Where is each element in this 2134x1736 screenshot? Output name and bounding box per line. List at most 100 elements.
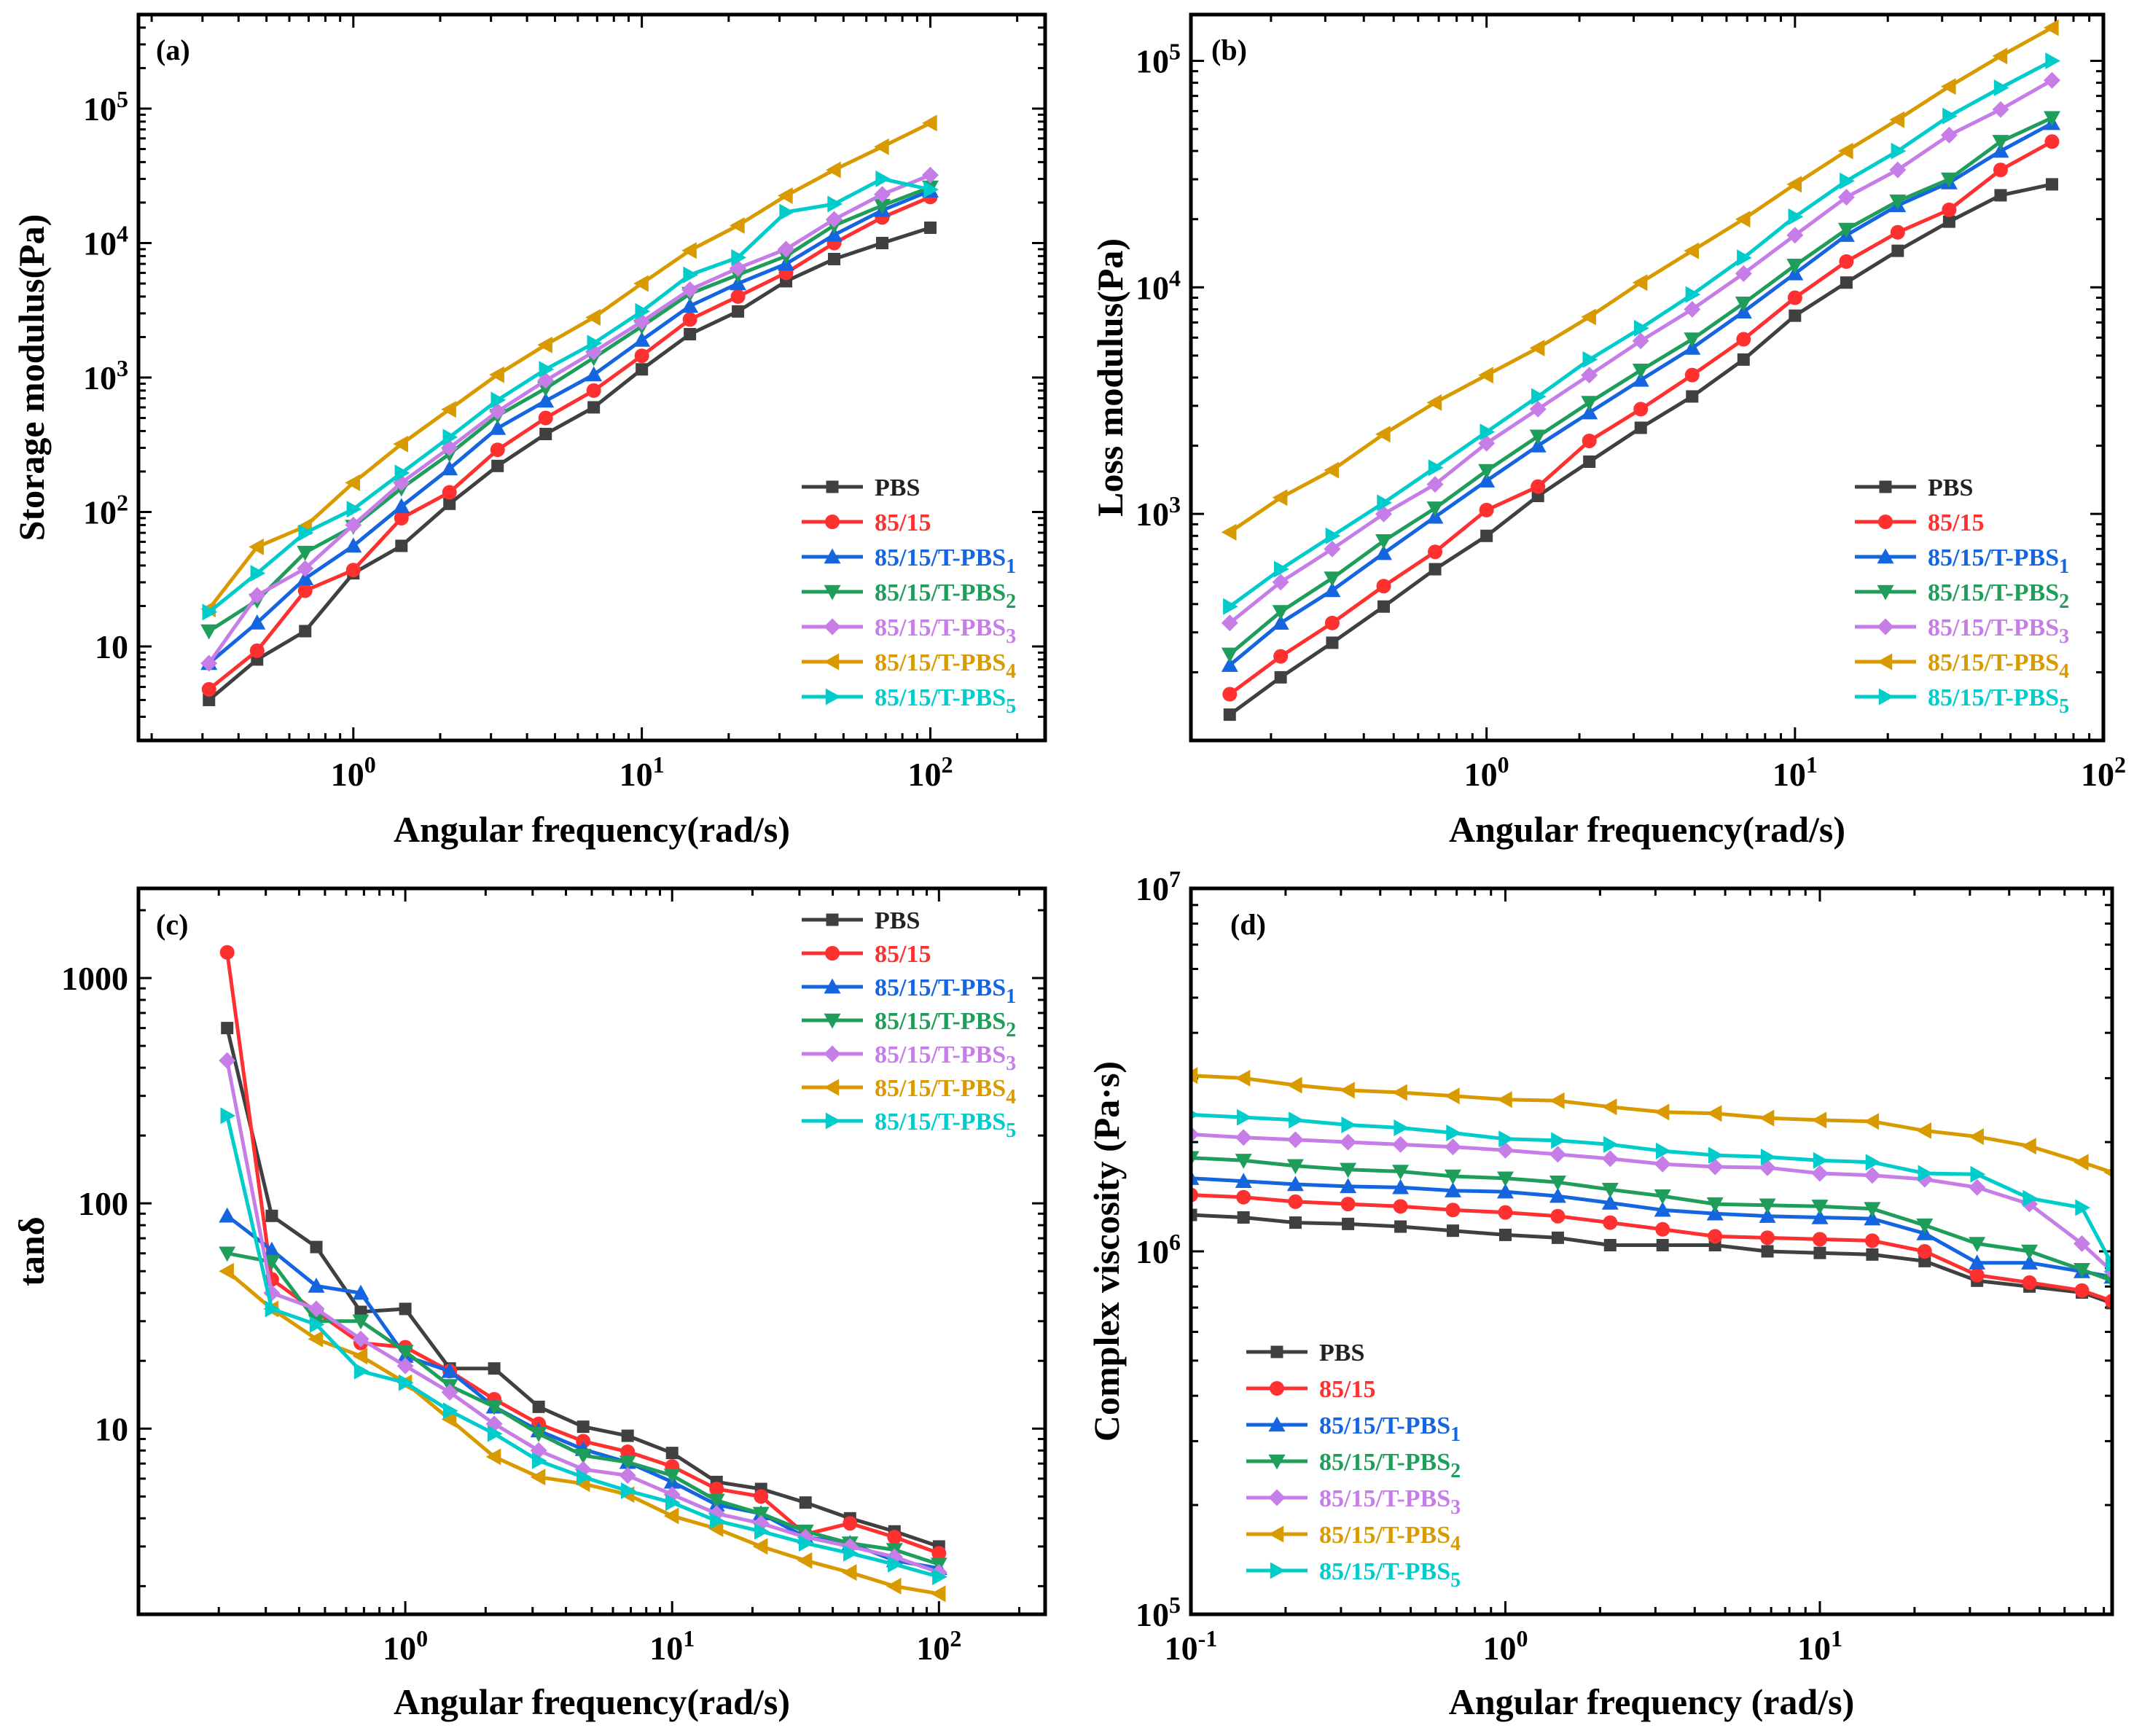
data-point	[1235, 1129, 1252, 1146]
data-point	[345, 563, 361, 578]
data-point	[1549, 1092, 1565, 1109]
data-point	[1581, 367, 1598, 384]
y-tick-label: 105	[1136, 38, 1181, 79]
x-tick-label: 102	[2081, 751, 2126, 793]
data-point	[826, 226, 843, 242]
data-point	[1582, 351, 1598, 368]
data-point	[2044, 134, 2060, 149]
data-point	[1737, 249, 1752, 267]
data-point	[778, 241, 794, 258]
data-point	[922, 166, 939, 184]
data-point	[1377, 600, 1391, 613]
data-point	[1684, 367, 1700, 383]
data-point	[1942, 202, 1957, 217]
data-point	[1498, 1205, 1513, 1220]
data-point	[1916, 1122, 1931, 1139]
legend-label: PBS	[1319, 1340, 1364, 1366]
data-point	[754, 1522, 770, 1540]
data-point	[633, 275, 649, 292]
data-point	[1272, 574, 1289, 591]
data-point	[585, 309, 601, 326]
data-point	[682, 312, 697, 327]
data-point	[352, 1284, 370, 1300]
data-point	[1992, 101, 2009, 118]
data-point	[221, 1022, 234, 1035]
data-point	[663, 1469, 681, 1484]
data-point	[1812, 1232, 1827, 1247]
panel-label: (c)	[156, 908, 188, 941]
data-point	[1392, 1135, 1410, 1153]
data-point	[710, 1512, 725, 1530]
data-point	[754, 1489, 769, 1504]
data-point	[874, 198, 891, 214]
data-point	[2075, 1199, 2090, 1216]
data-point	[353, 1362, 370, 1380]
data-point	[1865, 1154, 1881, 1171]
data-point	[1837, 189, 1855, 206]
data-point	[2074, 1283, 2090, 1298]
x-tick-label: 101	[649, 1625, 695, 1667]
data-point	[1992, 47, 2008, 65]
data-point	[219, 1246, 236, 1262]
data-point	[1993, 79, 2009, 96]
legend-label: PBS	[875, 907, 920, 934]
y-axis-title: tanδ	[11, 1216, 52, 1286]
legend-label: 85/15/T-PBS3	[875, 1041, 1016, 1075]
data-point	[263, 1241, 281, 1257]
data-point	[539, 361, 555, 378]
data-point	[1583, 455, 1596, 469]
legend-swatch-marker	[1879, 480, 1892, 493]
data-point	[1191, 1126, 1200, 1143]
data-point	[263, 1255, 281, 1270]
data-point	[633, 332, 651, 347]
data-point	[1706, 1205, 1724, 1221]
data-point	[683, 266, 699, 284]
legend-swatch-marker	[825, 515, 840, 529]
data-point	[752, 1538, 768, 1555]
plot-frame	[1189, 12, 2106, 743]
y-axis-title: Storage modulus(Pa)	[11, 214, 52, 541]
data-point	[1786, 227, 1804, 244]
data-point	[396, 1357, 414, 1375]
legend-swatch-marker	[1270, 1381, 1284, 1396]
panel-c: 100 101 102 10 100 1000 Angular frequency(rad/…	[11, 886, 1047, 1722]
data-point	[1890, 224, 1905, 240]
data-point	[1760, 1230, 1775, 1246]
data-point	[491, 459, 504, 472]
data-point	[1340, 1178, 1357, 1194]
series-line-6	[208, 176, 931, 614]
data-point	[1632, 364, 1649, 379]
x-tick-label: 102	[916, 1625, 961, 1667]
data-point	[219, 1207, 236, 1223]
data-point	[1759, 1198, 1776, 1214]
data-point	[1970, 1165, 1986, 1183]
data-point	[1813, 1246, 1826, 1259]
x-tick-label: 101	[620, 751, 665, 793]
legend-label: 85/15	[1928, 509, 1984, 536]
data-point	[1428, 544, 1443, 560]
data-point	[1426, 394, 1442, 411]
data-point	[620, 1444, 636, 1459]
data-point	[577, 1469, 592, 1486]
legend-label: 85/15/T-PBS4	[875, 1075, 1016, 1109]
data-point	[1479, 502, 1494, 517]
data-point	[681, 242, 697, 259]
data-point	[1864, 1167, 1881, 1184]
legend-swatch-marker	[1268, 1454, 1286, 1470]
data-point	[586, 383, 601, 398]
data-point	[1324, 540, 1341, 558]
legend-swatch-marker	[1877, 584, 1894, 601]
data-point	[709, 1482, 724, 1497]
data-point	[1529, 429, 1547, 445]
data-point	[1445, 1169, 1461, 1185]
legend-swatch-marker	[826, 913, 839, 926]
series-line-1	[208, 195, 931, 691]
y-tick-label: 104	[83, 220, 128, 262]
x-tick-label: 10-1	[1165, 1625, 1218, 1667]
legend-swatch-marker	[824, 1045, 841, 1063]
data-point	[730, 289, 746, 304]
y-tick-label: 105	[1136, 1592, 1181, 1633]
data-point	[1603, 1239, 1617, 1252]
data-point	[1393, 1199, 1408, 1214]
data-point	[931, 1546, 947, 1561]
